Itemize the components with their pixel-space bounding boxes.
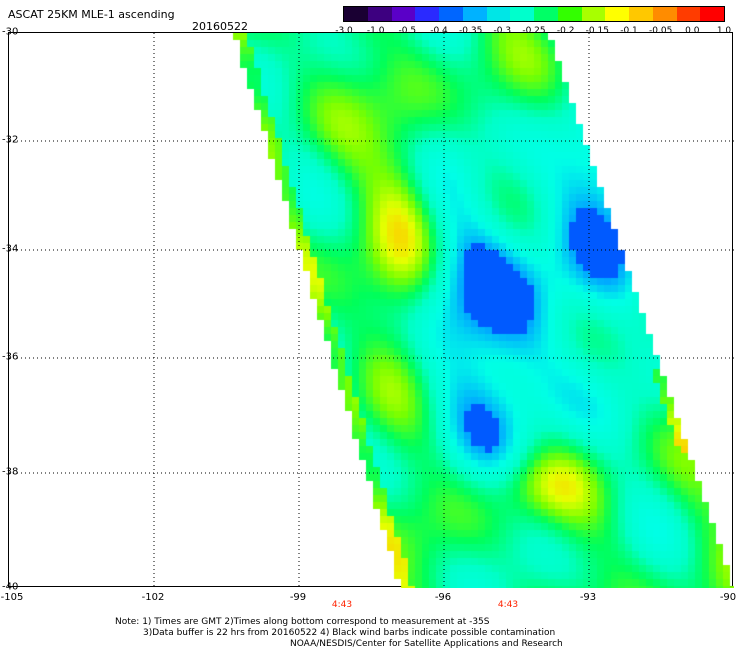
colorbar-segment-3 [415,7,439,21]
colorbar [343,6,725,22]
latitude-label: -36 [2,351,19,363]
map-plot [8,32,734,588]
colorbar-label: 1.0 [716,26,732,36]
colorbar-label: -0.1 [620,26,638,36]
note-line-1: Note: 1) Times are GMT 2)Times along bot… [115,617,490,627]
longitude-label: -99 [289,592,307,603]
colorbar-segment-7 [510,7,534,21]
colorbar-label: -0.5 [398,26,417,36]
colorbar-segment-5 [462,7,487,21]
colorbar-segment-12 [629,7,653,21]
colorbar-segment-2 [391,7,416,21]
colorbar-segment-9 [557,7,582,21]
colorbar-segment-1 [367,7,392,21]
longitude-label: -102 [141,592,165,603]
colorbar-label: -3.0 [335,26,353,36]
colorbar-label: 0.0 [685,26,700,36]
title: ASCAT 25KM MLE-1 ascending [8,8,175,21]
colorbar-label: -1.0 [366,26,385,36]
colorbar-label: -0.2 [556,26,575,36]
colorbar-label: -0.15 [585,26,609,36]
colorbar-segment-10 [581,7,606,21]
time-label: 4:43 [497,600,519,610]
colorbar-label: -0.35 [459,26,483,36]
mle-swath [9,33,734,588]
latitude-label: -34 [2,243,19,255]
longitude-label: -96 [434,592,452,603]
latitude-label: -38 [2,466,19,478]
latitude-label: -40 [2,581,19,593]
note-line-2: 3)Data buffer is 22 hrs from 20160522 4)… [143,628,556,638]
longitude-label: -90 [719,592,737,603]
colorbar-segment-11 [605,7,629,21]
colorbar-segment-13 [652,7,677,21]
colorbar-label: -0.3 [493,26,512,36]
date-label: 20160522 [192,20,248,33]
colorbar-segment-14 [676,7,701,21]
colorbar-segment-15 [700,7,724,21]
latitude-label: -30 [2,26,19,38]
longitude-label: -105 [0,592,24,603]
colorbar-label: -0.25 [522,26,546,36]
colorbar-label: -0.05 [649,26,673,36]
longitude-label: -93 [579,592,597,603]
time-label: 4:43 [331,600,353,610]
latitude-label: -32 [2,134,19,146]
colorbar-segment-8 [534,7,558,21]
colorbar-segment-4 [439,7,463,21]
colorbar-segment-0 [344,7,368,21]
colorbar-label: -0.4 [430,26,448,36]
note-line-3: NOAA/NESDIS/Center for Satellite Applica… [290,639,563,649]
colorbar-labels: -3.0 -1.0 -0.5 -0.4 -0.35 -0.3 -0.25 -0.2 -0.15 -… [330,26,740,38]
colorbar-segment-6 [486,7,511,21]
